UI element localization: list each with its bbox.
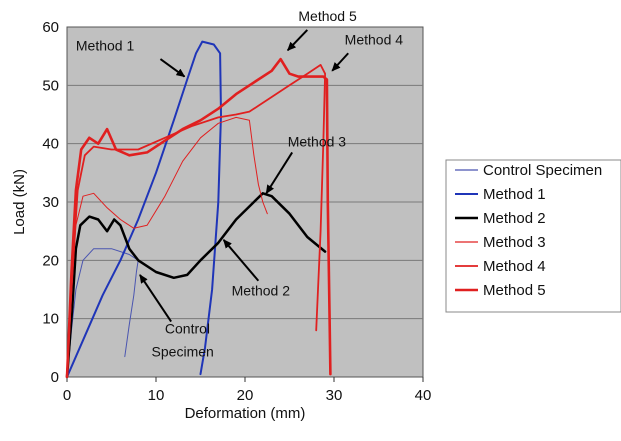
series-line-method-1	[66, 40, 222, 378]
x-tick-label: 30	[326, 387, 343, 404]
annotation-label: Specimen	[152, 344, 214, 360]
annotation-label: Method 4	[345, 32, 404, 48]
legend-label-control-specimen: Control Specimen	[483, 162, 602, 179]
y-tick-label: 40	[42, 136, 59, 153]
annotations: Method 1 Method 5 Method 4 Method 3 Method 2…	[76, 8, 403, 359]
annotation-label: Method 1	[76, 37, 135, 53]
series-group	[65, 40, 332, 379]
legend: Control Specimen Method 1 Method 2 Method 3…	[445, 159, 621, 313]
legend-label-method-4: Method 4	[483, 258, 546, 275]
annotation-label: Method 2	[232, 282, 291, 298]
series-line-method-3	[66, 116, 268, 378]
x-tick-label: 10	[148, 387, 165, 404]
annotation-arrow	[331, 52, 349, 72]
y-tick-label: 10	[42, 311, 59, 328]
annotation-arrow	[139, 274, 172, 323]
y-tick-label: 50	[42, 77, 59, 94]
annotation-arrow	[159, 58, 186, 78]
y-tick-label: 0	[51, 369, 59, 386]
annotation-arrow	[265, 151, 294, 195]
legend-box	[445, 159, 621, 313]
y-tick-label: 20	[42, 252, 59, 269]
series-line-method-4	[66, 64, 326, 378]
annotation-label: Method 3	[288, 134, 347, 150]
x-axis-title: Deformation (mm)	[185, 405, 306, 422]
annotation-arrow	[286, 29, 309, 52]
x-tick-label: 40	[415, 387, 432, 404]
legend-label-method-3: Method 3	[483, 234, 546, 251]
legend-label-method-1: Method 1	[483, 186, 546, 203]
legend-label-method-2: Method 2	[483, 210, 546, 227]
gridlines	[67, 84, 423, 320]
y-tick-label: 30	[42, 194, 59, 211]
annotation-label: Control	[165, 320, 210, 336]
x-tick-label: 0	[63, 387, 71, 404]
x-tick-label: 20	[237, 387, 254, 404]
series-line-method-5	[65, 57, 332, 379]
y-axis-title: Load (kN)	[11, 169, 28, 235]
axis-ticks: 0 10 20 30 40 50 60 0 10 20 30 40	[42, 19, 431, 404]
annotation-label: Method 5	[298, 8, 357, 24]
y-tick-label: 60	[42, 19, 59, 36]
series-line-method-2	[65, 192, 327, 379]
annotation-arrow	[222, 239, 260, 282]
legend-label-method-5: Method 5	[483, 282, 546, 299]
